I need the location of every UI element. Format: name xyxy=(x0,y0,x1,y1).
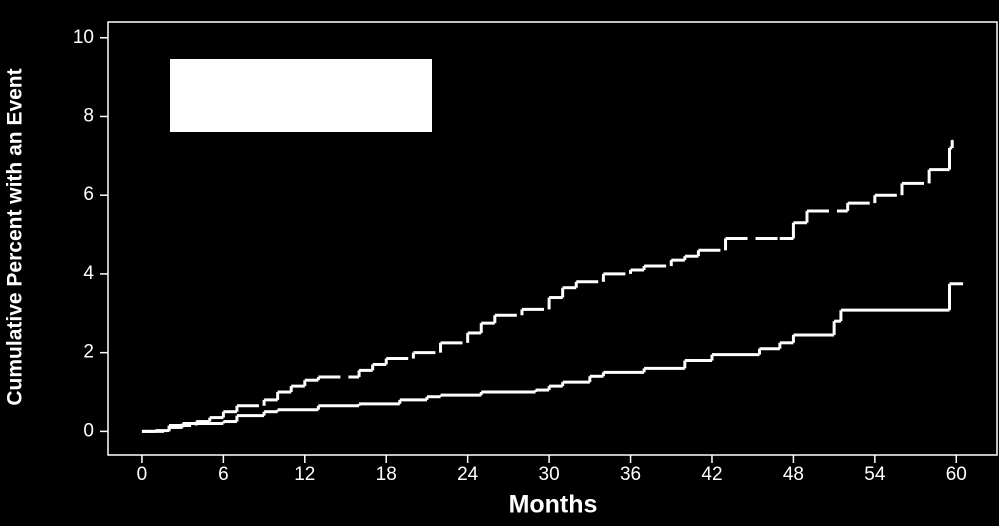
x-tick-label: 0 xyxy=(137,464,148,485)
x-tick-label: 6 xyxy=(218,464,229,485)
x-tick-label: 12 xyxy=(294,464,315,485)
y-tick-label: 10 xyxy=(73,27,94,48)
y-tick-label: 0 xyxy=(83,420,94,441)
x-tick-label: 48 xyxy=(783,464,804,485)
y-tick-label: 4 xyxy=(83,263,94,284)
x-tick-label: 36 xyxy=(620,464,641,485)
x-axis-label: Months xyxy=(509,491,598,519)
x-tick-label: 54 xyxy=(864,464,886,485)
legend-box xyxy=(170,59,432,132)
y-tick-label: 6 xyxy=(83,184,94,205)
y-tick-label: 8 xyxy=(83,105,94,126)
y-axis-label: Cumulative Percent with an Event xyxy=(4,68,27,405)
x-tick-label: 24 xyxy=(457,464,479,485)
x-tick-label: 30 xyxy=(539,464,560,485)
plot-frame xyxy=(107,21,998,456)
x-tick-label: 18 xyxy=(376,464,397,485)
y-tick-label: 2 xyxy=(83,342,94,363)
x-tick-label: 60 xyxy=(946,464,967,485)
x-tick-label: 42 xyxy=(701,464,722,485)
